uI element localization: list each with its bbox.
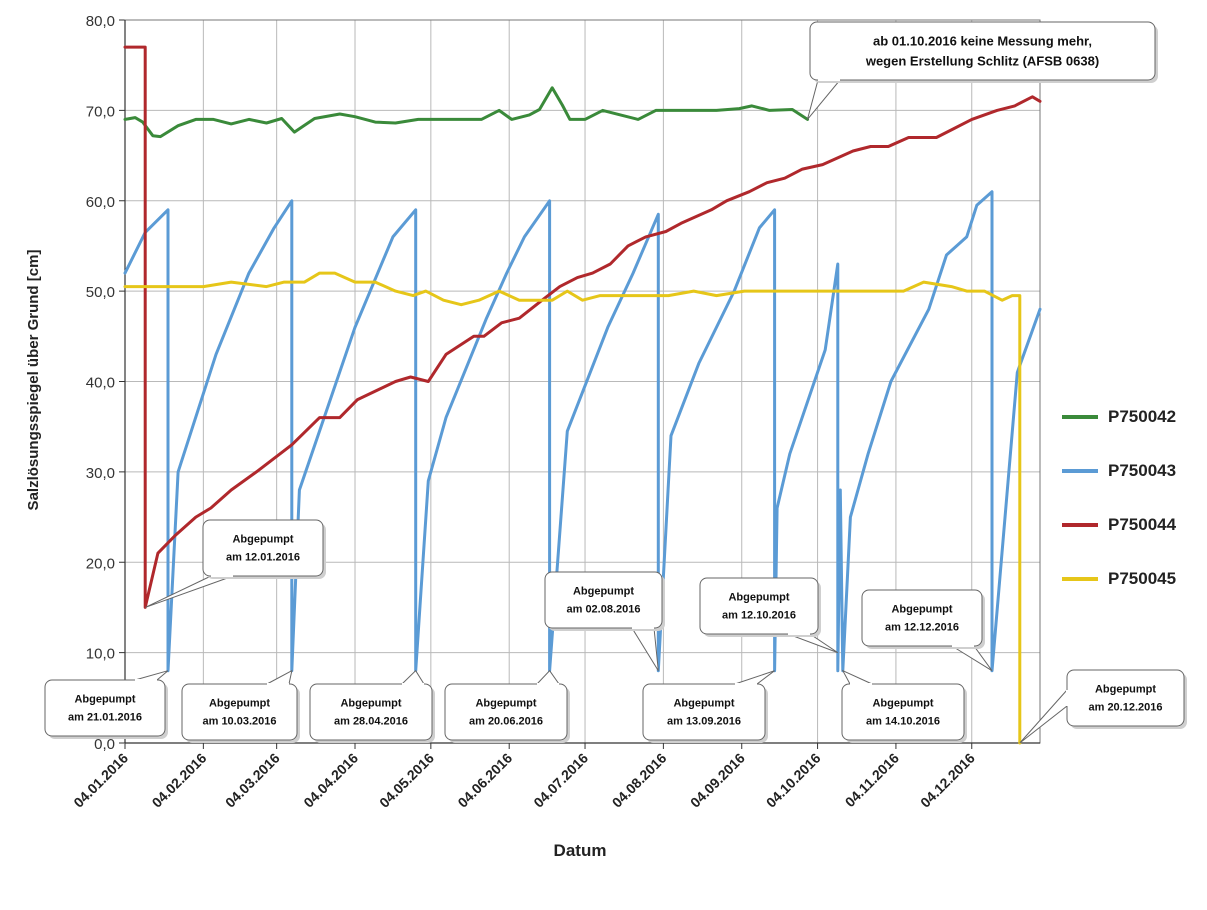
- callout-text: Abgepumpt: [1095, 684, 1156, 696]
- callout: ab 01.10.2016 keine Messung mehr, wegen E…: [806, 21, 1158, 120]
- legend-item-p750043: P750043: [1062, 444, 1202, 498]
- legend-label: P750043: [1108, 461, 1177, 480]
- y-tick-label: 60,0: [86, 194, 115, 211]
- callout-text: wegen Erstellung Schlitz (AFSB 0638): [865, 53, 1099, 68]
- callout-box: [1066, 669, 1185, 727]
- callout: Abgepumpt am 10.03.2016: [181, 669, 300, 743]
- legend-swatch: [1062, 415, 1098, 419]
- y-tick-label: 10,0: [86, 646, 115, 663]
- callout-text: ab 01.10.2016 keine Messung mehr,: [873, 33, 1092, 48]
- callout-box: [444, 683, 568, 741]
- callout-text: Abgepumpt: [872, 698, 933, 710]
- callout-text: am 10.03.2016: [202, 716, 276, 728]
- callout: Abgepumpt am 12.10.2016: [699, 577, 839, 654]
- callout: Abgepumpt am 20.12.2016: [1019, 669, 1187, 744]
- callout-text: am 21.01.2016: [68, 712, 142, 724]
- callout-text: am 12.01.2016: [226, 552, 300, 564]
- series-line-p750043: [123, 190, 1042, 673]
- callout-text: am 14.10.2016: [866, 716, 940, 728]
- y-tick-label: 80,0: [86, 13, 115, 30]
- legend-item-p750044: P750044: [1062, 498, 1202, 552]
- callout: Abgepumpt am 12.01.2016: [145, 519, 326, 608]
- legend-item-p750045: P750045: [1062, 552, 1202, 606]
- series-line-p750045: [123, 271, 1022, 745]
- callout-text: Abgepumpt: [673, 698, 734, 710]
- callout-text: Abgepumpt: [340, 698, 401, 710]
- callout-text: Abgepumpt: [209, 698, 270, 710]
- callout: Abgepumpt am 14.10.2016: [841, 669, 967, 743]
- y-axis-label: Salzlösungsspiegel über Grund [cm]: [25, 250, 42, 511]
- callout-text: Abgepumpt: [232, 534, 293, 546]
- callout-box: [544, 571, 663, 629]
- callout-text: am 20.06.2016: [469, 716, 543, 728]
- x-axis-label: Datum: [554, 841, 607, 860]
- callout-box: [44, 679, 166, 737]
- callout-box: [642, 683, 766, 741]
- callout-text: am 28.04.2016: [334, 716, 408, 728]
- y-tick-label: 30,0: [86, 465, 115, 482]
- legend-label: P750044: [1108, 515, 1177, 534]
- callout-box: [181, 683, 298, 741]
- callout-box: [699, 577, 819, 635]
- y-tick-label: 50,0: [86, 284, 115, 301]
- callout: Abgepumpt am 28.04.2016: [309, 669, 435, 743]
- callout-box: [202, 519, 324, 577]
- legend-label: P750045: [1108, 569, 1177, 588]
- legend: P750042 P750043 P750044 P750045: [1062, 390, 1202, 606]
- series-line-p750044: [123, 45, 1042, 609]
- legend-label: P750042: [1108, 407, 1177, 426]
- callout-box: [809, 21, 1156, 81]
- callout-text: Abgepumpt: [573, 586, 634, 598]
- callout: Abgepumpt am 02.08.2016: [544, 571, 665, 671]
- callout-text: Abgepumpt: [74, 694, 135, 706]
- callout: Abgepumpt am 13.09.2016: [642, 670, 775, 743]
- callout-box: [861, 589, 983, 647]
- y-tick-label: 40,0: [86, 375, 115, 392]
- callout-text: am 12.12.2016: [885, 622, 959, 634]
- legend-swatch: [1062, 523, 1098, 527]
- legend-swatch: [1062, 577, 1098, 581]
- callout-text: am 13.09.2016: [667, 716, 741, 728]
- callout: Abgepumpt am 21.01.2016: [44, 670, 169, 739]
- legend-item-p750042: P750042: [1062, 390, 1202, 444]
- callout-text: am 02.08.2016: [566, 604, 640, 616]
- callout-text: am 20.12.2016: [1088, 702, 1162, 714]
- callout-text: Abgepumpt: [475, 698, 536, 710]
- y-tick-label: 70,0: [86, 103, 115, 120]
- y-tick-label: 0,0: [94, 736, 115, 753]
- y-tick-label: 20,0: [86, 555, 115, 572]
- callout-text: Abgepumpt: [728, 592, 789, 604]
- callout-box: [841, 683, 965, 741]
- callout-text: Abgepumpt: [891, 604, 952, 616]
- callout: Abgepumpt am 12.12.2016: [861, 589, 993, 672]
- callout-text: am 12.10.2016: [722, 610, 796, 622]
- callout: Abgepumpt am 20.06.2016: [444, 669, 570, 743]
- callout-box: [309, 683, 433, 741]
- series-line-p750042: [123, 86, 809, 139]
- legend-swatch: [1062, 469, 1098, 473]
